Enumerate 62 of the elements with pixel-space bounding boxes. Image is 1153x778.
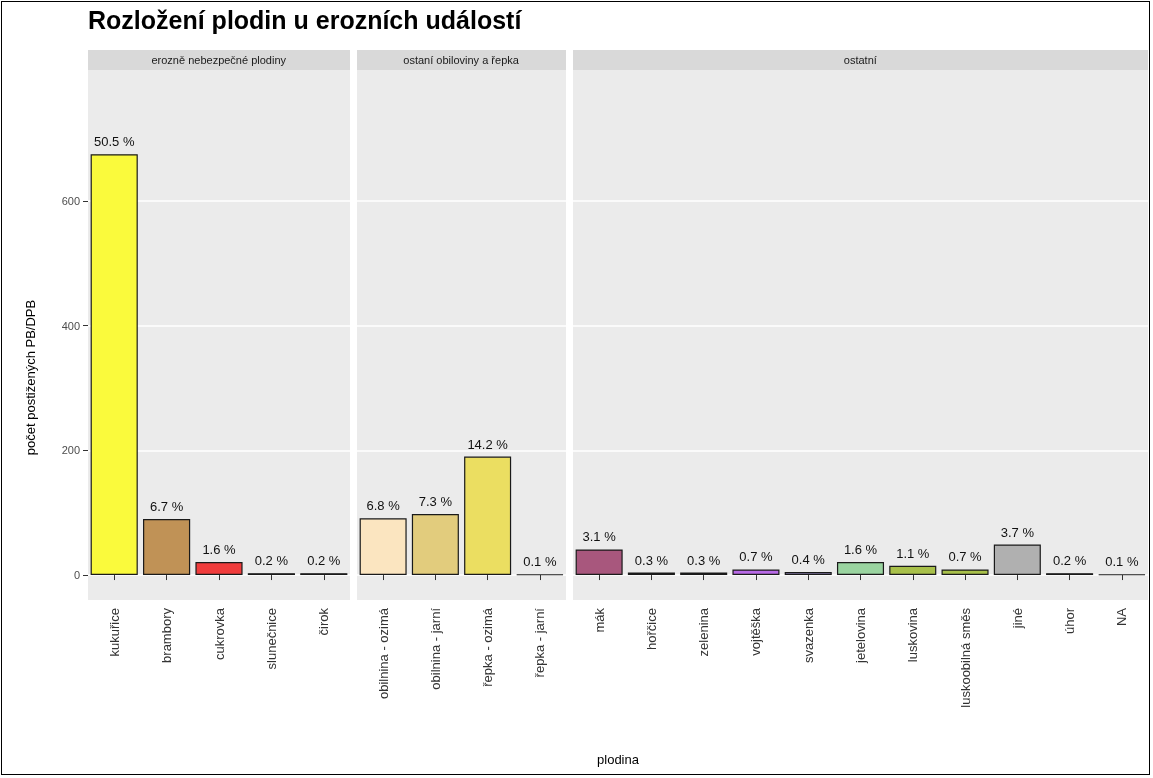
bar (575, 549, 623, 576)
annotation: 1.6 % (843, 541, 878, 557)
x-tick-label: luskoobilná směs (957, 607, 973, 708)
annotation: 6.7 % (149, 498, 184, 514)
y-tick-label: 400 (61, 319, 80, 332)
x-tick-label: mák (591, 607, 607, 633)
bar (195, 561, 243, 576)
annotation: 0.2 % (254, 553, 289, 569)
x-tick-label: brambory (159, 607, 175, 663)
x-tick-label: řepka - ozimá (479, 607, 495, 687)
annotation: 0.1 % (522, 554, 557, 570)
annotation: 0.2 % (1052, 553, 1087, 569)
annotation: 0.3 % (634, 552, 669, 568)
y-tick-label: 200 (61, 444, 80, 457)
x-tick-label: úhor (1061, 607, 1077, 635)
x-tick-label: zelenina (695, 607, 711, 657)
annotation: 0.4 % (791, 551, 825, 567)
annotation: 0.1 % (1104, 554, 1139, 570)
annotation: 0.7 % (739, 549, 773, 565)
x-tick-label: cukrovka (211, 607, 227, 661)
annotation: 3.7 % (1000, 524, 1035, 540)
annotation: 6.8 % (366, 498, 400, 514)
x-tick-label: NA (1114, 607, 1130, 627)
x-tick-label: obilnina - ozimá (375, 607, 391, 700)
x-tick-label: jetelovina (852, 607, 868, 664)
chart-subtitle: ostaní obiloviny a řepka (356, 50, 566, 70)
x-tick-label: čirok (316, 607, 332, 636)
bar (888, 565, 936, 576)
x-tick-label: řepka - jarní (531, 607, 547, 678)
x-tick-label: obilnina - jarní (427, 607, 443, 690)
bar (359, 518, 407, 576)
bar (411, 513, 459, 576)
annotation: 14.2 % (466, 436, 508, 452)
chart-subtitle: erozně nebezpečné plodiny (88, 50, 350, 70)
x-tick-label: vojtěška (748, 607, 764, 656)
annotation: 1.1 % (895, 545, 930, 561)
x-tick-label: hořčice (643, 608, 659, 650)
bar (941, 569, 989, 576)
y-axis-title: počet postižených PB/DPB (22, 298, 38, 458)
x-tick-label: jiné (1009, 608, 1025, 630)
annotation: 0.2 % (307, 553, 341, 569)
bar (993, 544, 1041, 576)
chart-subtitle: ostatní (572, 50, 1148, 70)
y-tick-label: 0 (73, 569, 80, 582)
y-tick-label: 600 (61, 194, 80, 207)
bar (836, 561, 884, 576)
x-tick-label: slunečnice (263, 608, 279, 670)
annotation: 0.3 % (686, 552, 721, 568)
bar (732, 569, 780, 576)
bar (463, 456, 511, 576)
chart-title: Rozložení plodin u erozních událostí (88, 6, 522, 35)
annotation: 50.5 % (93, 134, 135, 150)
x-axis-title: plodina (596, 752, 640, 767)
x-tick-label: svazenka (800, 607, 816, 663)
annotation: 3.1 % (582, 529, 616, 545)
bar (90, 154, 138, 576)
annotation: 7.3 % (418, 493, 452, 509)
annotation: 1.6 % (202, 541, 237, 557)
bar (143, 518, 191, 576)
annotation: 0.7 % (948, 549, 982, 565)
x-tick-label: luskovina (904, 607, 920, 663)
x-tick-label: kukuřice (106, 608, 122, 657)
